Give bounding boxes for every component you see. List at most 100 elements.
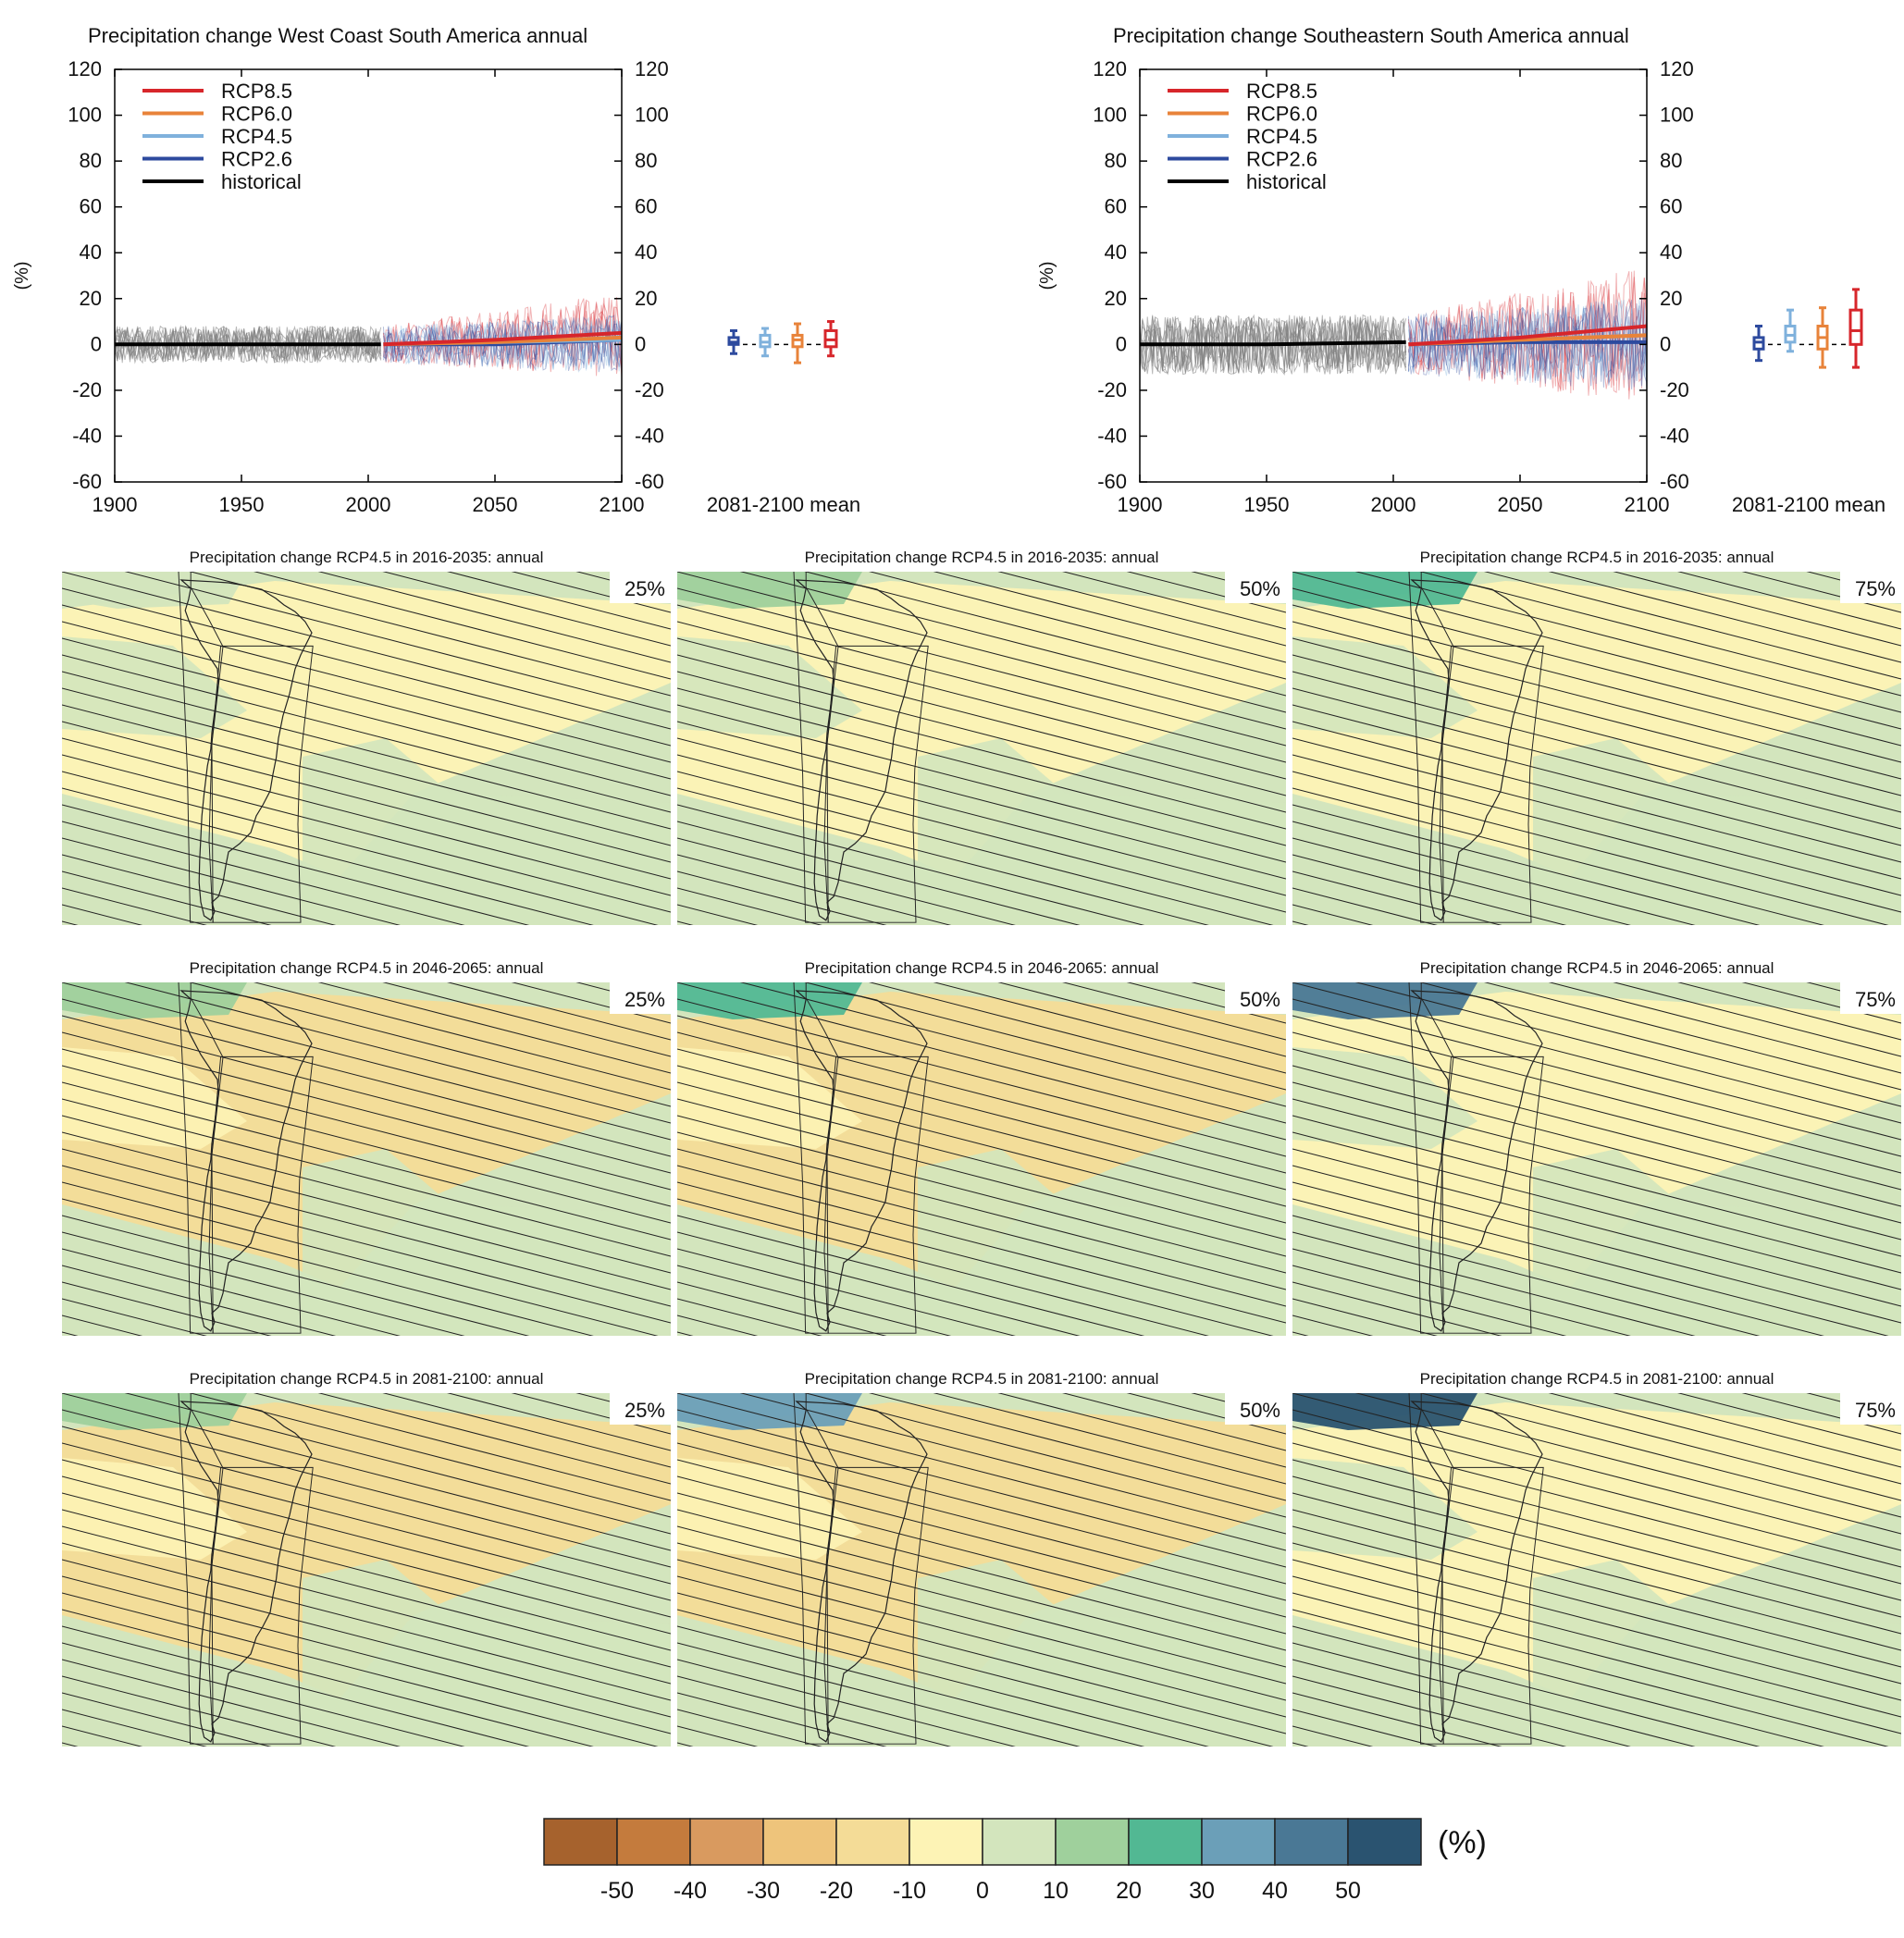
hatch-line bbox=[677, 1509, 1286, 1668]
hatch-line bbox=[1126, 1393, 1286, 1435]
scenario-member-line bbox=[1407, 277, 1648, 390]
legend-label: RCP8.5 bbox=[1246, 80, 1317, 103]
hatch-line bbox=[62, 1409, 671, 1568]
hatch-line bbox=[933, 572, 1286, 663]
percentile-label: 25% bbox=[624, 1399, 665, 1422]
colorbar-tick-label: 0 bbox=[976, 1878, 989, 1904]
hatch-line bbox=[62, 1459, 671, 1618]
hatch-line bbox=[1548, 572, 1901, 663]
hatch-line bbox=[1292, 587, 1901, 747]
percentile-label: 50% bbox=[1240, 988, 1280, 1011]
colorbar-unit: (%) bbox=[1438, 1825, 1487, 1860]
percentile-box bbox=[1840, 1393, 1901, 1425]
map-wet-patch bbox=[62, 1393, 247, 1430]
hatch-line bbox=[62, 982, 671, 1141]
hatch-line bbox=[677, 604, 1286, 763]
hatch-line bbox=[1548, 982, 1901, 1074]
hatch-line bbox=[1292, 1098, 1901, 1257]
hatch-line bbox=[1292, 1281, 1502, 1336]
y-tick-label-right: 20 bbox=[1660, 287, 1682, 310]
continent bbox=[1408, 572, 1544, 923]
percentile-label: 50% bbox=[1240, 1399, 1280, 1422]
map-wet-patch bbox=[677, 572, 862, 609]
hatch-line bbox=[677, 704, 1286, 863]
hatch-line bbox=[1292, 1559, 1901, 1718]
hatch-line bbox=[997, 572, 1286, 647]
map-title: Precipitation change RCP4.5 in 2046-2065… bbox=[805, 959, 1159, 977]
scenario-member-line bbox=[1407, 299, 1648, 390]
region-west-coast bbox=[793, 982, 839, 1334]
hatch-line bbox=[62, 854, 337, 925]
historical-member-line bbox=[1139, 315, 1407, 376]
continent bbox=[793, 1393, 929, 1745]
map-dry-core bbox=[1292, 1047, 1477, 1149]
hatch-line bbox=[677, 654, 1286, 813]
hatch-line bbox=[62, 1098, 671, 1257]
hatch-line bbox=[677, 1165, 1286, 1324]
hatch-line bbox=[62, 587, 671, 747]
hatch-line bbox=[62, 1248, 401, 1336]
hatch-line bbox=[739, 572, 1286, 713]
region-west-coast bbox=[178, 982, 224, 1334]
y-tick-label-left: 40 bbox=[80, 241, 102, 264]
hatch-line bbox=[382, 982, 671, 1057]
hatch-line bbox=[677, 1098, 1286, 1257]
map-title: Precipitation change RCP4.5 in 2016-2035… bbox=[190, 549, 544, 566]
y-axis-label: (%) bbox=[1037, 261, 1057, 290]
colorbar-tick-label: 30 bbox=[1189, 1878, 1215, 1904]
hatch-line bbox=[511, 1393, 671, 1435]
region-west-coast bbox=[793, 1393, 839, 1745]
y-tick-label-left: 80 bbox=[80, 149, 102, 172]
hatch-line bbox=[1741, 1393, 1901, 1435]
hatch-line bbox=[869, 572, 1286, 680]
x-tick-label: 2050 bbox=[1498, 493, 1543, 516]
hatch-line bbox=[62, 637, 671, 796]
hatch-line bbox=[62, 887, 207, 925]
map-content bbox=[1292, 1393, 1901, 1747]
y-tick-label-left: 0 bbox=[1116, 332, 1127, 355]
region-southeastern bbox=[211, 1055, 314, 1334]
y-tick-label-right: 80 bbox=[1660, 149, 1682, 172]
hatch-line bbox=[62, 1298, 207, 1336]
hatch-line bbox=[1292, 1115, 1901, 1274]
ensemble-members bbox=[114, 297, 623, 377]
hatch-line bbox=[1354, 982, 1901, 1124]
percentile-box bbox=[610, 572, 671, 603]
hatch-line bbox=[677, 1248, 1016, 1336]
scenario-member-line bbox=[382, 297, 623, 376]
hatch-line bbox=[677, 837, 1016, 925]
significance-hatching bbox=[1292, 572, 1901, 925]
hatch-line bbox=[677, 1281, 887, 1336]
hatch-line bbox=[1292, 1015, 1901, 1174]
colorbar-tick-label: 50 bbox=[1335, 1878, 1361, 1904]
hatch-line bbox=[62, 1015, 671, 1174]
map-panel-2: Precipitation change RCP4.5 in 2016-2035… bbox=[677, 549, 1286, 925]
percentile-box bbox=[1225, 1393, 1286, 1425]
y-tick-label-left: 120 bbox=[1093, 57, 1127, 80]
hatch-line bbox=[677, 804, 1145, 925]
hatch-line bbox=[677, 887, 822, 925]
hatch-line bbox=[1292, 1575, 1901, 1734]
hatch-line bbox=[1292, 998, 1901, 1157]
x-tick-label: 2050 bbox=[473, 493, 518, 516]
hatch-line bbox=[253, 982, 671, 1091]
map-panel-7: Precipitation change RCP4.5 in 2081-2100… bbox=[62, 1370, 671, 1747]
continent bbox=[1408, 1393, 1544, 1745]
map-dry-band bbox=[1292, 992, 1901, 1288]
y-tick-label-right: -60 bbox=[1660, 470, 1689, 493]
series-line-rcp85 bbox=[1408, 324, 1648, 347]
hatch-line bbox=[1062, 1393, 1286, 1451]
significance-hatching bbox=[677, 982, 1286, 1336]
hatch-line bbox=[1292, 1131, 1901, 1290]
hatch-line bbox=[677, 1542, 1286, 1701]
hatch-line bbox=[62, 671, 671, 830]
percentile-box bbox=[1840, 982, 1901, 1014]
hatch-line bbox=[1126, 982, 1286, 1024]
hatch-line bbox=[62, 1281, 272, 1336]
map-dry-band bbox=[62, 1402, 671, 1698]
y-tick-label-left: 120 bbox=[68, 57, 102, 80]
map-panel-8: Precipitation change RCP4.5 in 2081-2100… bbox=[677, 1370, 1286, 1747]
hatch-line bbox=[1741, 572, 1901, 613]
hatch-line bbox=[124, 982, 671, 1124]
hatch-line bbox=[677, 1492, 1286, 1651]
